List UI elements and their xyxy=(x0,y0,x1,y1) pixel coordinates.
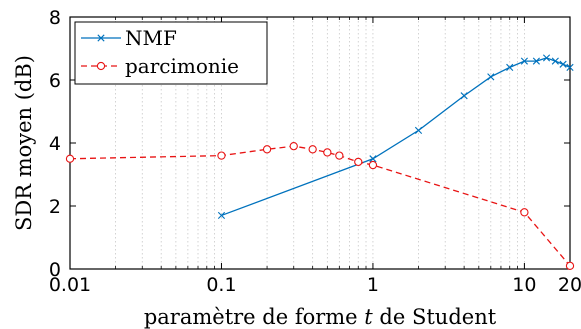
data-point xyxy=(566,63,574,71)
data-point xyxy=(369,155,377,163)
x-tick-label: 0.1 xyxy=(206,274,236,296)
data-point xyxy=(262,145,272,154)
y-tick-label: 8 xyxy=(49,7,61,29)
legend-label: NMF xyxy=(125,26,177,50)
data-point xyxy=(551,57,559,65)
data-point xyxy=(559,60,567,68)
data-point xyxy=(460,92,468,100)
x-axis-title-variable: t xyxy=(364,305,373,329)
data-point xyxy=(217,151,226,160)
data-point xyxy=(97,34,105,42)
data-point xyxy=(542,54,551,62)
data-point xyxy=(487,73,495,81)
data-point xyxy=(520,208,529,217)
data-point xyxy=(289,141,298,151)
data-point xyxy=(323,148,332,157)
data-point xyxy=(354,157,363,167)
axes: 0.01 0.1 1 10 20 0 2 4 6 8 xyxy=(49,7,581,296)
data-point xyxy=(308,145,317,154)
series-1 xyxy=(65,141,575,270)
legend: NMF parcimonie xyxy=(74,21,268,85)
data-point xyxy=(565,261,575,270)
x-axis-title-before: paramètre de forme xyxy=(144,305,364,329)
x-tick-label: 1 xyxy=(367,274,379,296)
x-tick-label: 10 xyxy=(512,274,536,296)
y-tick-label: 6 xyxy=(49,70,61,92)
y-axis-title: SDR moyen (dB) xyxy=(12,55,36,231)
legend-label: parcimonie xyxy=(125,54,239,78)
data-point xyxy=(532,57,540,65)
x-axis-title: paramètre de forme t de Student xyxy=(144,305,497,329)
series-layer xyxy=(65,54,575,270)
y-tick-label: 4 xyxy=(49,133,61,155)
data-point xyxy=(65,154,75,163)
y-tick-label: 2 xyxy=(49,196,61,218)
data-point xyxy=(217,211,226,220)
series-line xyxy=(69,145,571,267)
y-tick-label: 0 xyxy=(49,259,61,281)
data-point xyxy=(520,57,528,65)
data-point xyxy=(414,126,423,134)
legend-box xyxy=(74,21,268,85)
x-tick-label: 20 xyxy=(558,274,581,296)
series-0 xyxy=(217,54,574,220)
data-point xyxy=(368,160,378,170)
data-point xyxy=(506,63,514,71)
data-point xyxy=(96,61,106,71)
x-axis-title-after: de Student xyxy=(373,305,497,329)
x-tick-label: 0.01 xyxy=(49,274,91,296)
data-point xyxy=(335,151,344,160)
